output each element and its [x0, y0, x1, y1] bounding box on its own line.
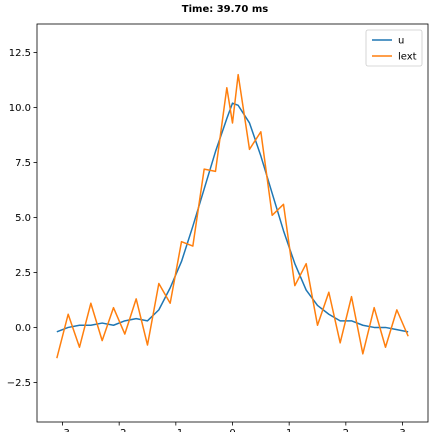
y-tick-label: 5.0: [15, 213, 31, 224]
legend-box: [365, 29, 423, 67]
plot-area: [36, 23, 429, 423]
series-line-u: [56, 102, 409, 333]
x-tick-label: 0: [229, 428, 235, 432]
x-tick-label: −1: [168, 428, 183, 432]
legend: u lext: [365, 29, 423, 67]
series-line-lext: [56, 73, 409, 359]
x-tick-label: 1: [286, 428, 292, 432]
y-tick-label: −2.5: [7, 378, 31, 389]
legend-label: u: [398, 36, 404, 47]
plot-frame: [36, 23, 429, 423]
x-tick-label: 2: [343, 428, 349, 432]
x-axis: −3 −2 −1 0 1 2 3: [55, 422, 406, 432]
y-axis: −2.5 0.0 2.5 5.0 7.5 10.0 12.5: [7, 48, 37, 389]
series-layer: [56, 73, 409, 359]
y-tick-label: 12.5: [9, 48, 31, 59]
legend-label: lext: [398, 52, 417, 63]
x-tick-label: 3: [399, 428, 405, 432]
x-tick-label: −3: [55, 428, 70, 432]
y-tick-label: 0.0: [15, 323, 31, 334]
y-tick-label: 2.5: [15, 268, 31, 279]
chart-title: Time: 39.70 ms: [182, 4, 268, 15]
x-tick-label: −2: [112, 428, 127, 432]
y-tick-label: 7.5: [15, 158, 31, 169]
y-tick-label: 10.0: [9, 103, 31, 114]
